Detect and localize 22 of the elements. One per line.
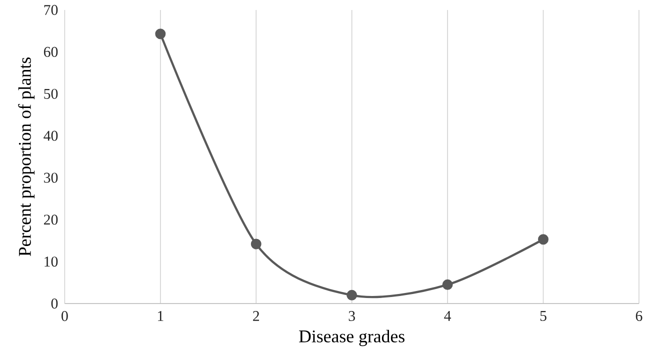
x-tick-label: 1 [158, 310, 164, 321]
y-tick-label: 30 [44, 172, 58, 183]
x-tick-label: 6 [636, 310, 642, 321]
x-axis-title: Disease grades [299, 330, 404, 346]
point [250, 238, 262, 250]
y-tick-label: 0 [51, 298, 58, 308]
x-tick-label: 2 [253, 310, 260, 321]
y-tick-label: 50 [44, 88, 58, 99]
point [538, 234, 549, 245]
y-tick-label: 60 [44, 46, 58, 57]
y-tick-label: 20 [44, 214, 58, 225]
y-tick-label: 70 [44, 4, 58, 15]
x-tick-label: 3 [348, 310, 355, 321]
point [346, 290, 358, 300]
x-tick-label: 4 [444, 310, 452, 321]
y-axis-title: Percent proportion of plants [18, 57, 35, 256]
x-tick-label: 5 [540, 310, 546, 321]
y-tick-label: 40 [44, 130, 58, 141]
y-tick-label: 10 [44, 256, 58, 266]
point [155, 28, 166, 39]
x-tick-label: 0 [62, 310, 68, 321]
point [442, 279, 453, 290]
